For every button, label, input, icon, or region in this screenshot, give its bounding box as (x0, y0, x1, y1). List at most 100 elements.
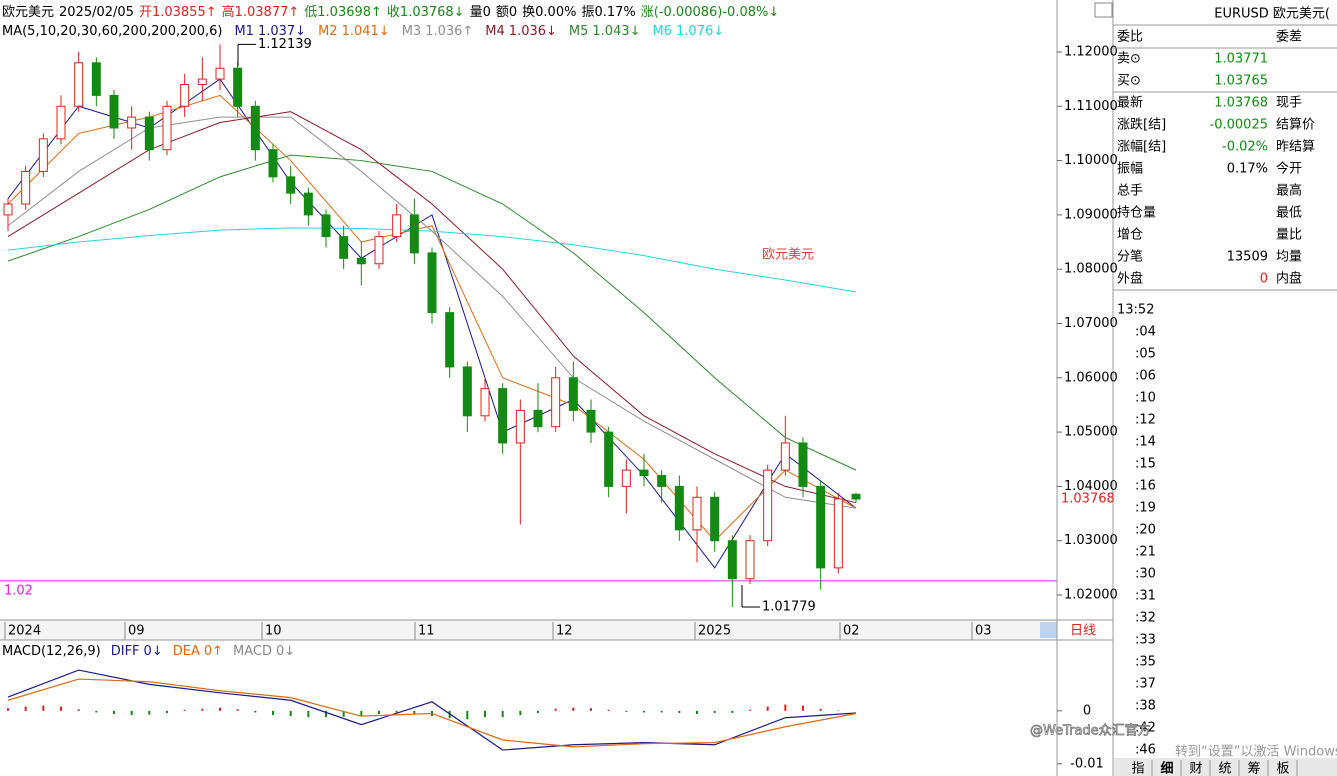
date-label: 11 (418, 624, 435, 639)
tick-time: :16 (1135, 479, 1156, 494)
y-tick-label: 1.08000 (1064, 262, 1118, 277)
ma-value: 1.036↑ (425, 24, 473, 39)
panel-tab[interactable]: 统 (1218, 762, 1231, 776)
panel-tab[interactable]: 指 (1131, 762, 1144, 776)
date-label: 02 (843, 624, 860, 639)
row-value: -0.02% (1222, 140, 1268, 155)
macd-name: MACD (233, 644, 272, 659)
candle-body (480, 388, 490, 417)
row-label2: 量比 (1276, 228, 1302, 243)
candle-body (551, 377, 561, 428)
row-label2: 均量 (1276, 250, 1302, 265)
scroll-box[interactable] (1040, 622, 1057, 638)
y-tick-label: 1.07000 (1064, 316, 1118, 331)
candle-body (657, 475, 667, 487)
panel-tab[interactable]: 财 (1189, 762, 1202, 776)
candle-body (250, 105, 260, 151)
macd-title: MACD(12,26,9) (2, 644, 101, 659)
candle-body (586, 409, 596, 433)
candle-body (197, 78, 207, 86)
row-label: 振幅 (1117, 162, 1143, 177)
macd-value: 0↑ (204, 644, 223, 659)
candle-body (38, 138, 48, 172)
ma-line (7, 154, 857, 471)
row-label2: 委差 (1276, 30, 1302, 45)
ma-name: M3 (402, 24, 422, 39)
candle-body (763, 469, 773, 542)
row-value: 1.03768 (1214, 96, 1268, 111)
candle-body (780, 442, 790, 471)
row-label2: 最低 (1276, 206, 1302, 221)
y-tick-label: 1.10000 (1064, 153, 1118, 168)
candle-body (851, 493, 861, 500)
ma-value: 1.076↓ (676, 24, 724, 39)
tick-time: :06 (1135, 369, 1156, 384)
row-label2: 今开 (1276, 161, 1302, 177)
tick-time: :20 (1135, 523, 1156, 538)
header-item: 2025/02/05 (59, 5, 134, 20)
y-tick-label: 1.11000 (1064, 99, 1118, 114)
row-value: 13509 (1227, 250, 1268, 265)
row-label: 买⊙ (1117, 74, 1141, 89)
panel-tab[interactable]: 细 (1160, 761, 1173, 776)
dropdown[interactable] (1094, 2, 1113, 18)
row-value: 1.03765 (1214, 74, 1268, 89)
candle-body (162, 105, 172, 151)
y-tick-label: 1.12000 (1064, 44, 1118, 59)
ma-line (7, 227, 857, 293)
candle-body (3, 203, 13, 216)
candle-body (427, 252, 437, 314)
candle-body (745, 540, 755, 580)
y-tick-label: 1.03000 (1064, 533, 1118, 548)
candle-body (621, 469, 631, 487)
panel-title: EURUSD 欧元美元( (1214, 7, 1330, 22)
row-label: 最新 (1117, 95, 1143, 111)
candle-body (604, 431, 614, 487)
tick-time: :46 (1135, 743, 1156, 758)
header-item: 额0 (496, 5, 517, 20)
row-value: 0 (1260, 272, 1268, 287)
ma-name: M6 (653, 24, 673, 39)
row-label: 总手 (1117, 184, 1143, 199)
tick-time: :42 (1135, 721, 1156, 736)
period-label[interactable]: 日线 (1070, 624, 1096, 639)
ma-value: 1.041↓ (342, 24, 390, 39)
candle-body (91, 62, 101, 96)
macd-value: 0↓ (144, 644, 163, 659)
candle-body (498, 388, 508, 444)
header-item: 欧元美元 (2, 5, 54, 20)
tick-time: :15 (1135, 457, 1156, 472)
candle-body (215, 67, 225, 80)
tick-time: :12 (1135, 413, 1156, 428)
row-value: 0.17% (1227, 162, 1268, 177)
candle-body (233, 67, 243, 107)
ma-value: 1.036↓ (509, 24, 557, 39)
candle-body (833, 498, 843, 569)
row-label2: 内盘 (1276, 271, 1302, 287)
candle-body (180, 84, 190, 107)
candle-body (710, 496, 720, 542)
tick-time: :37 (1135, 677, 1156, 692)
candle-body (727, 540, 737, 580)
macd-legend: MACD(12,26,9) DIFF 0↓ DEA 0↑ MACD 0↓ (2, 644, 295, 659)
header-item: 收1.03768↓ (387, 5, 465, 20)
panel-tab[interactable]: 板 (1276, 762, 1289, 776)
candle-body (303, 192, 313, 216)
macd-name: DIFF (111, 644, 140, 659)
row-label: 委比 (1117, 30, 1143, 45)
date-label: 12 (556, 624, 573, 639)
tick-time: :10 (1135, 391, 1156, 406)
candle-body (445, 312, 455, 368)
macd-line (7, 669, 857, 751)
ma-params: MA(5,10,20,30,60,200,200,200,6) (2, 24, 222, 39)
row-label: 增仓 (1117, 228, 1143, 243)
panel-tab[interactable]: 筹 (1247, 761, 1260, 776)
candle-body (409, 214, 419, 254)
tab-bar (1114, 758, 1337, 776)
candle-body (639, 469, 649, 477)
candle-body (816, 485, 826, 569)
date-label: 09 (128, 624, 145, 639)
tick-time: :05 (1135, 347, 1156, 362)
